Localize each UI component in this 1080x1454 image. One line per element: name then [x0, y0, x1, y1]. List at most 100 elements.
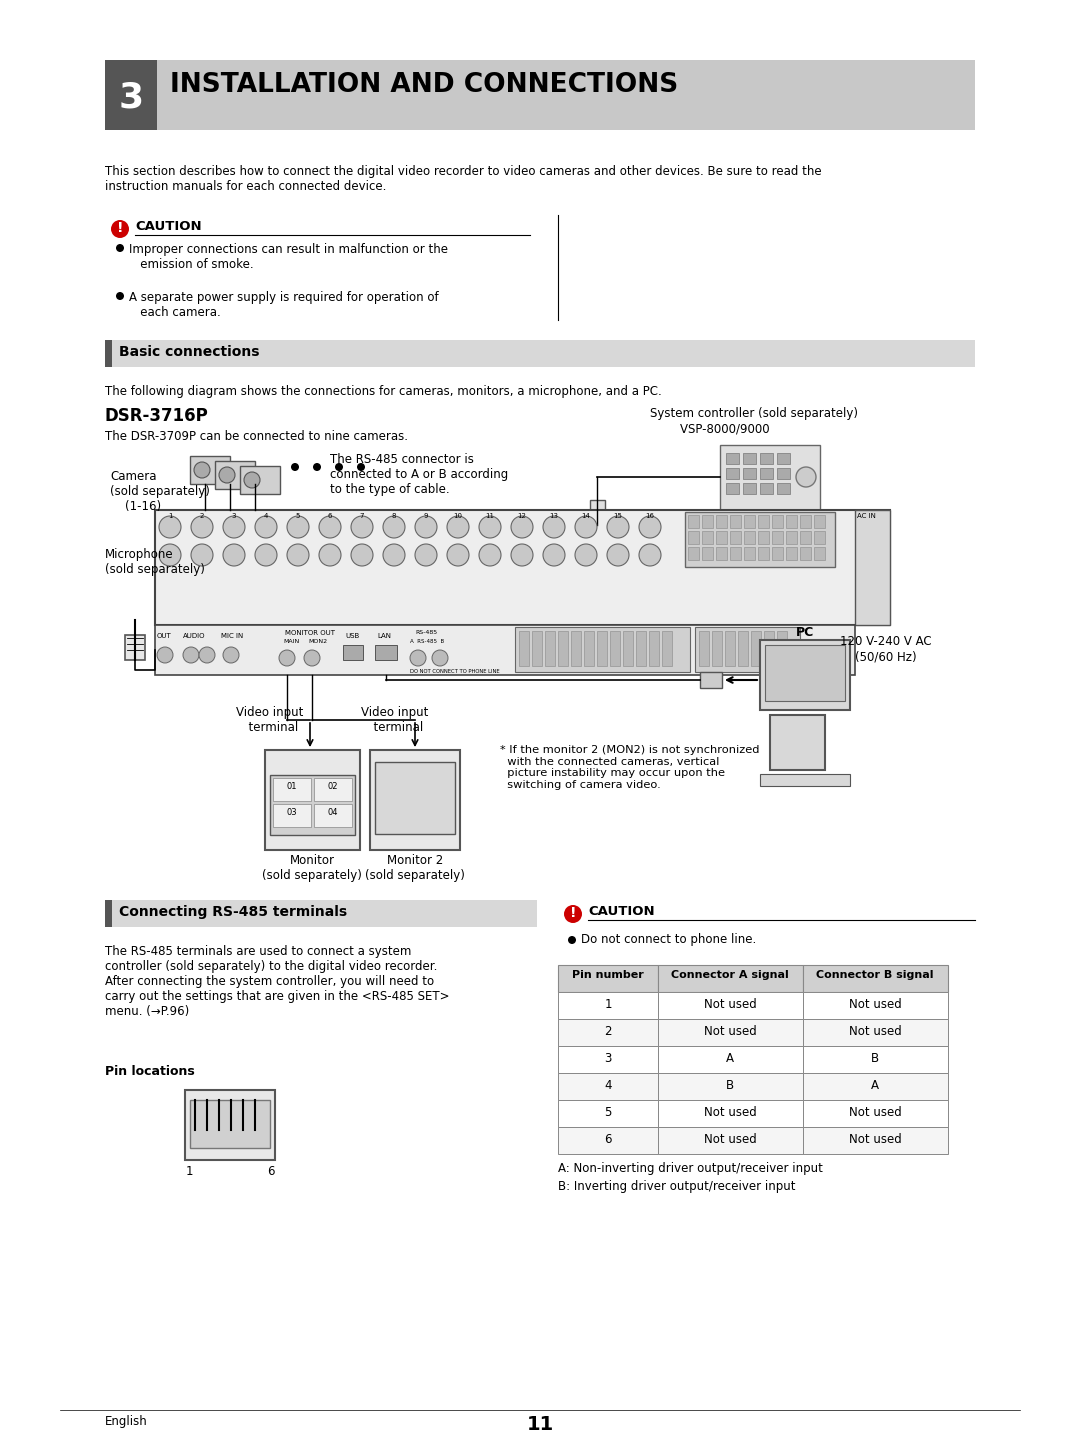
Circle shape	[116, 292, 124, 300]
Circle shape	[383, 516, 405, 538]
Bar	[545, 631, 555, 666]
Bar	[725, 631, 735, 666]
Circle shape	[543, 544, 565, 566]
Bar	[786, 531, 797, 544]
Circle shape	[415, 544, 437, 566]
Text: !: !	[117, 221, 123, 236]
Circle shape	[279, 650, 295, 666]
Bar	[726, 468, 739, 478]
Text: MIC IN: MIC IN	[221, 632, 243, 638]
Circle shape	[480, 544, 501, 566]
Bar	[370, 750, 460, 851]
Text: Video input
  terminal: Video input terminal	[237, 707, 303, 734]
Bar	[760, 468, 773, 478]
Text: * If the monitor 2 (MON2) is not synchronized
  with the connected cameras, vert: * If the monitor 2 (MON2) is not synchro…	[500, 744, 759, 790]
Bar	[772, 547, 783, 560]
Circle shape	[287, 516, 309, 538]
Text: Basic connections: Basic connections	[119, 345, 259, 359]
Bar	[800, 531, 811, 544]
Circle shape	[313, 462, 321, 471]
Bar	[558, 1045, 658, 1073]
Text: Improper connections can result in malfunction or the
   emission of smoke.: Improper connections can result in malfu…	[129, 243, 448, 270]
Text: CAUTION: CAUTION	[588, 904, 654, 917]
Bar	[558, 965, 658, 992]
Bar	[105, 60, 157, 129]
Text: 3: 3	[119, 81, 144, 115]
Text: 120 V-240 V AC
    (50/60 Hz): 120 V-240 V AC (50/60 Hz)	[840, 635, 932, 663]
Text: USB: USB	[345, 632, 360, 638]
Bar	[720, 445, 820, 510]
Text: Not used: Not used	[704, 1025, 756, 1038]
Bar	[786, 547, 797, 560]
Text: 16: 16	[646, 513, 654, 519]
Bar	[343, 646, 363, 660]
Bar	[804, 1045, 948, 1073]
Text: 2: 2	[604, 1025, 611, 1038]
Text: LAN: LAN	[377, 632, 391, 638]
Text: Connecting RS-485 terminals: Connecting RS-485 terminals	[119, 904, 347, 919]
Text: AUDIO: AUDIO	[183, 632, 205, 638]
Bar	[558, 992, 658, 1019]
Text: System controller (sold separately)
        VSP-8000/9000: System controller (sold separately) VSP-…	[650, 407, 858, 435]
Circle shape	[543, 516, 565, 538]
Text: Connector A signal: Connector A signal	[671, 970, 788, 980]
Bar	[744, 531, 755, 544]
Text: 13: 13	[550, 513, 558, 519]
Text: Monitor 2
(sold separately): Monitor 2 (sold separately)	[365, 853, 464, 883]
Bar	[855, 510, 890, 625]
Circle shape	[319, 516, 341, 538]
Circle shape	[357, 462, 365, 471]
Text: PC: PC	[796, 627, 814, 638]
Circle shape	[447, 544, 469, 566]
Bar	[265, 750, 360, 851]
Circle shape	[319, 544, 341, 566]
Bar	[804, 965, 948, 992]
Circle shape	[222, 647, 239, 663]
Bar	[800, 515, 811, 528]
Text: 4: 4	[264, 513, 268, 519]
Bar	[590, 500, 605, 525]
Text: A separate power supply is required for operation of
   each camera.: A separate power supply is required for …	[129, 291, 438, 318]
Bar	[273, 778, 311, 801]
Bar	[777, 468, 789, 478]
Bar	[215, 461, 255, 489]
Text: 2: 2	[200, 513, 204, 519]
Text: 9: 9	[423, 513, 429, 519]
Bar	[760, 454, 773, 464]
Text: Connector B signal: Connector B signal	[816, 970, 934, 980]
Text: MON2: MON2	[308, 638, 327, 644]
Bar	[658, 1101, 804, 1127]
Text: Do not connect to phone line.: Do not connect to phone line.	[581, 933, 756, 947]
Bar	[772, 515, 783, 528]
Text: DO NOT CONNECT TO PHONE LINE: DO NOT CONNECT TO PHONE LINE	[410, 669, 500, 675]
Text: 11: 11	[486, 513, 495, 519]
Text: MONITOR OUT: MONITOR OUT	[285, 630, 335, 635]
Circle shape	[607, 544, 629, 566]
Bar	[804, 1019, 948, 1045]
Bar	[105, 340, 112, 366]
Circle shape	[191, 516, 213, 538]
Bar	[558, 1019, 658, 1045]
Text: 1: 1	[604, 997, 611, 1011]
Bar	[314, 804, 352, 827]
Bar	[765, 646, 845, 701]
Text: AC IN: AC IN	[858, 513, 876, 519]
Circle shape	[222, 544, 245, 566]
Bar	[743, 468, 756, 478]
Circle shape	[607, 516, 629, 538]
Bar	[699, 631, 708, 666]
Circle shape	[447, 516, 469, 538]
Text: B: B	[726, 1079, 734, 1092]
Circle shape	[191, 544, 213, 566]
Bar	[584, 631, 594, 666]
Bar	[515, 627, 690, 672]
Bar	[558, 1127, 658, 1154]
Text: 15: 15	[613, 513, 622, 519]
Bar	[770, 715, 825, 771]
Bar	[558, 1073, 658, 1101]
Text: 03: 03	[286, 808, 297, 817]
Text: CAUTION: CAUTION	[135, 220, 202, 233]
Bar	[658, 1019, 804, 1045]
Circle shape	[111, 220, 129, 238]
Bar	[558, 1101, 658, 1127]
